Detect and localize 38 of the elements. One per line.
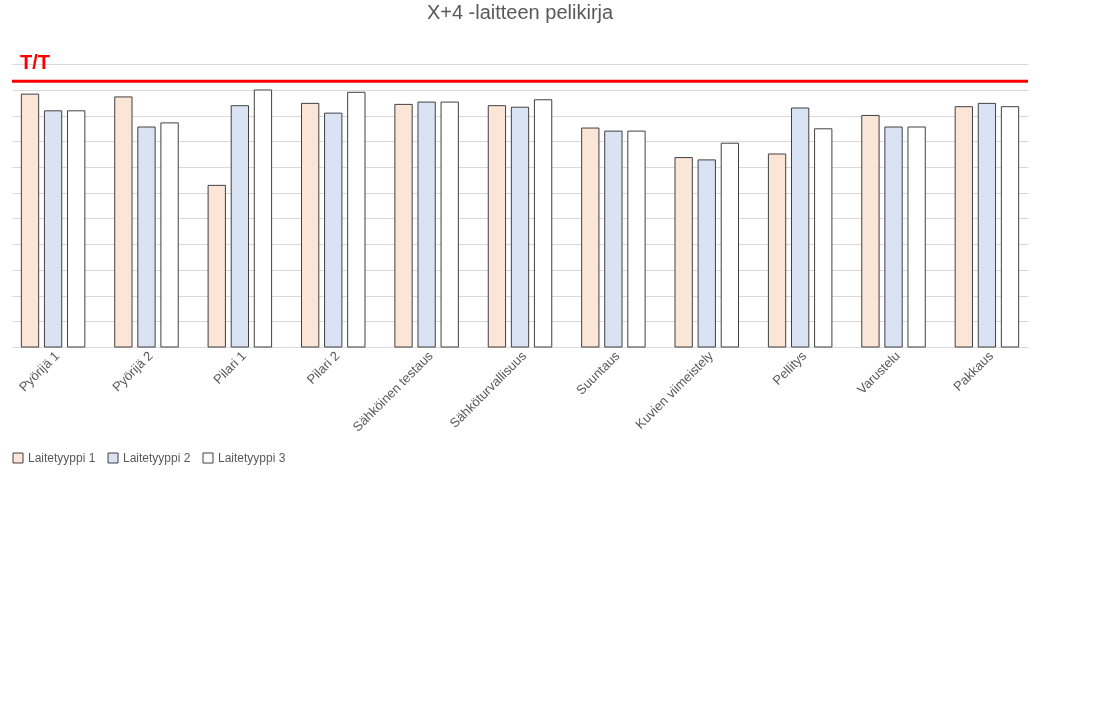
- bar: [43, 110, 63, 348]
- bar: [861, 114, 880, 348]
- bar: [907, 126, 926, 348]
- bar: [767, 153, 787, 348]
- bar: [697, 159, 716, 348]
- bar: [230, 105, 250, 348]
- bar: [627, 130, 646, 348]
- bar: [487, 105, 507, 348]
- bar: [137, 126, 156, 348]
- bar: [604, 130, 623, 348]
- bar: [440, 101, 459, 348]
- bar: [977, 102, 997, 348]
- bar: [20, 93, 40, 348]
- legend-label: Laitetyyppi 3: [218, 451, 286, 465]
- bar: [510, 106, 530, 348]
- bar: [347, 91, 366, 348]
- legend-label: Laitetyyppi 2: [123, 451, 191, 465]
- bar: [674, 157, 693, 348]
- bar: [114, 96, 133, 348]
- bar: [814, 128, 833, 348]
- bar: [581, 127, 600, 348]
- bar: [954, 106, 973, 348]
- bar: [253, 89, 273, 348]
- legend-label: Laitetyyppi 1: [28, 451, 96, 465]
- bar: [207, 184, 226, 348]
- bar: [417, 101, 436, 348]
- bar: [394, 103, 413, 348]
- bar: [300, 102, 320, 348]
- bar: [720, 142, 740, 348]
- chart-title: X+4 -laitteen pelikirja: [426, 1, 614, 24]
- bar: [790, 107, 810, 348]
- bar: [884, 126, 903, 348]
- bar: [160, 122, 179, 348]
- bar: [67, 110, 86, 348]
- ref-line-label: T/T: [20, 51, 50, 74]
- bar: [324, 112, 343, 348]
- bar: [1000, 106, 1020, 348]
- bar: [533, 99, 553, 348]
